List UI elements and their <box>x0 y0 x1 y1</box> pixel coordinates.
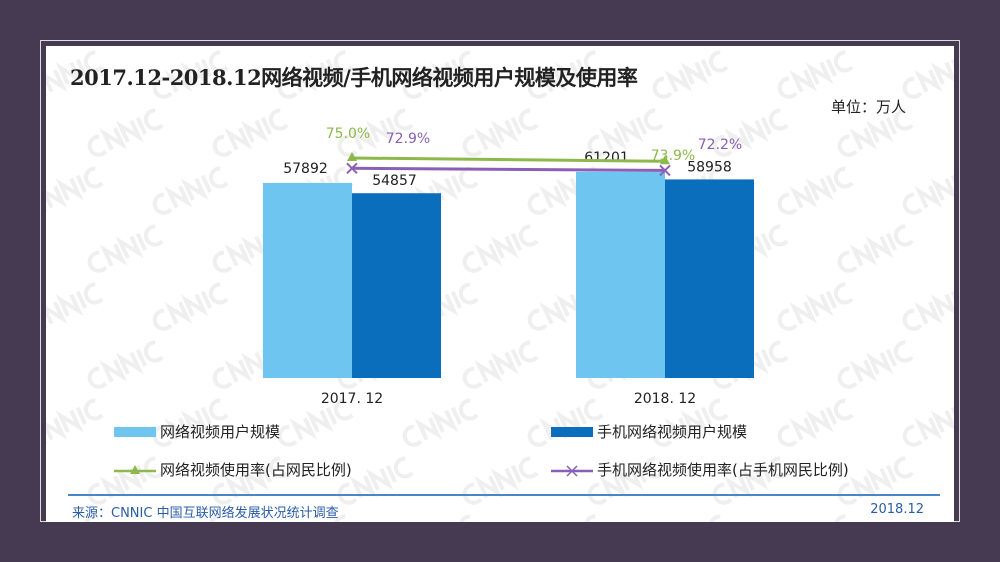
watermark-logo <box>777 50 854 99</box>
watermark-logo <box>212 224 289 273</box>
triangle-marker <box>347 152 357 161</box>
data-label: 61201 <box>584 150 629 166</box>
watermark-logo <box>212 456 289 505</box>
data-label: 57892 <box>283 161 328 177</box>
watermark-logo <box>212 340 289 389</box>
rate-label: 72.2% <box>698 137 742 153</box>
watermark-logo <box>46 50 104 99</box>
unit-label: 单位：万人 <box>830 98 906 116</box>
watermark-logo <box>777 398 854 447</box>
watermark-logo <box>87 108 164 157</box>
watermark-logo <box>712 108 789 157</box>
watermark-logo <box>152 398 229 447</box>
data-label: 58958 <box>687 159 732 175</box>
data-label: 54857 <box>372 173 417 189</box>
legend-swatch <box>551 426 593 437</box>
slide: 2017.12-2018.12网络视频/手机网络视频用户规模及使用率 单位：万人… <box>46 46 954 522</box>
watermark-logo <box>902 166 954 215</box>
watermark-logo <box>837 108 914 157</box>
series-line <box>351 156 666 163</box>
watermark-logo <box>527 282 604 331</box>
watermark-logo <box>46 398 104 447</box>
watermark-logo <box>152 166 229 215</box>
legend-label: 网络视频使用率(占网民比例) <box>160 461 352 479</box>
rate-label: 73.9% <box>651 148 695 164</box>
watermark-logo <box>402 398 479 447</box>
watermark-logo <box>402 50 479 99</box>
legend-label: 手机网络视频使用率(占手机网民比例) <box>597 461 849 479</box>
watermark-logo <box>46 282 104 331</box>
bar <box>665 179 754 378</box>
watermark-logo <box>277 398 354 447</box>
legend-label: 网络视频用户规模 <box>160 423 281 441</box>
x-tick-label: 2017. 12 <box>321 391 383 407</box>
chart-title: 2017.12-2018.12网络视频/手机网络视频用户规模及使用率 <box>70 65 638 90</box>
legend-swatch <box>114 426 156 437</box>
watermark-logo <box>462 224 539 273</box>
x-marker <box>346 162 358 175</box>
watermark-logo <box>527 50 604 99</box>
watermark-logo <box>87 340 164 389</box>
watermark-logo <box>337 108 414 157</box>
legend-item-video-rate: 网络视频使用率(占网民比例) <box>114 459 352 480</box>
watermark-logo <box>277 50 354 99</box>
watermark-logo <box>462 108 539 157</box>
watermark-logo <box>587 108 664 157</box>
watermark-logo <box>152 282 229 331</box>
watermark-logo <box>212 108 289 157</box>
watermark-logo <box>837 340 914 389</box>
watermark-logo <box>462 456 539 505</box>
chart-plot: 57892 54857 2017. 12 61201 58958 2018. 12 75.0… <box>263 126 754 407</box>
bar <box>576 171 665 378</box>
footer-date: 2018.12 <box>870 502 924 517</box>
x-marker <box>659 164 671 177</box>
watermark-logo <box>46 166 104 215</box>
watermark-logo <box>527 166 604 215</box>
watermark-logo <box>652 50 729 99</box>
x-tick-label: 2018. 12 <box>634 391 696 407</box>
bar <box>352 193 441 378</box>
watermark-logo <box>87 456 164 505</box>
rate-label: 72.9% <box>386 131 430 147</box>
watermark-logo <box>462 340 539 389</box>
series-line <box>351 166 666 172</box>
footer-source: 来源：CNNIC 中国互联网络发展状况统计调查 <box>72 506 339 521</box>
watermark-logo <box>777 282 854 331</box>
watermark-logo <box>337 456 414 505</box>
watermark-logo <box>902 282 954 331</box>
watermark-logo <box>652 398 729 447</box>
watermark-logo <box>87 224 164 273</box>
rate-label: 75.0% <box>326 126 370 142</box>
watermark-logo <box>837 456 914 505</box>
footer-divider <box>68 494 940 496</box>
watermark-logo <box>902 398 954 447</box>
legend-item-mobile-video-users: 手机网络视频用户规模 <box>551 421 747 442</box>
watermark-logo <box>777 166 854 215</box>
watermark-logo <box>152 50 229 99</box>
watermark-logo <box>902 50 954 99</box>
legend-label: 手机网络视频用户规模 <box>597 423 748 441</box>
legend-item-video-users: 网络视频用户规模 <box>114 421 280 442</box>
watermark-logo <box>712 456 789 505</box>
triangle-marker-icon <box>114 464 156 474</box>
bar <box>263 183 352 378</box>
watermark-logo <box>837 224 914 273</box>
triangle-marker <box>660 155 670 165</box>
watermark-logo <box>587 456 664 505</box>
x-marker-icon <box>551 464 593 477</box>
legend-item-mobile-video-rate: 手机网络视频使用率(占手机网民比例) <box>551 459 849 480</box>
